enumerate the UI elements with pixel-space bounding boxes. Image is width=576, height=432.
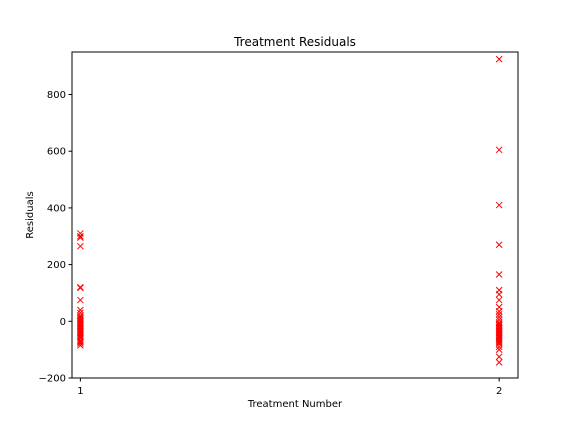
y-tick-label: 800 — [47, 90, 66, 101]
y-tick-label: 0 — [60, 317, 66, 328]
y-tick-label: −200 — [39, 374, 66, 385]
y-tick-label: 200 — [47, 260, 66, 271]
x-tick-label: 1 — [77, 386, 83, 397]
x-tick-label: 2 — [496, 386, 502, 397]
x-axis-label: Treatment Number — [247, 399, 343, 410]
y-axis-label: Residuals — [25, 191, 36, 238]
chart-title: Treatment Residuals — [233, 35, 356, 49]
y-tick-label: 600 — [47, 147, 66, 158]
y-tick-label: 400 — [47, 203, 66, 214]
